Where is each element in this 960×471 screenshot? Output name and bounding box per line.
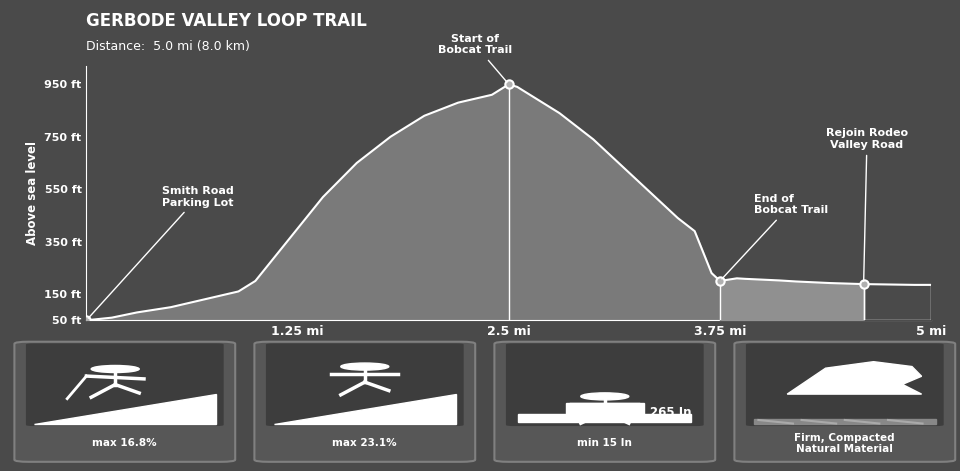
FancyBboxPatch shape — [734, 342, 955, 462]
Y-axis label: Above sea level: Above sea level — [26, 141, 38, 245]
Polygon shape — [34, 394, 216, 424]
Text: max 16.8%: max 16.8% — [92, 439, 157, 448]
FancyBboxPatch shape — [746, 343, 944, 426]
Text: Rejoin Rodeo
Valley Road: Rejoin Rodeo Valley Road — [826, 128, 908, 281]
Text: min 15 In: min 15 In — [577, 439, 633, 448]
Text: End of
Bobcat Trail: End of Bobcat Trail — [722, 194, 828, 279]
Polygon shape — [274, 394, 456, 424]
FancyBboxPatch shape — [26, 343, 224, 426]
Text: Distance:  5.0 mi (8.0 km): Distance: 5.0 mi (8.0 km) — [86, 40, 251, 53]
FancyBboxPatch shape — [266, 343, 464, 426]
Text: 5.4%: 5.4% — [179, 406, 211, 419]
FancyBboxPatch shape — [14, 342, 235, 462]
Circle shape — [91, 365, 139, 373]
Text: Smith Road
Parking Lot: Smith Road Parking Lot — [88, 186, 234, 318]
Text: GERBODE VALLEY LOOP TRAIL: GERBODE VALLEY LOOP TRAIL — [86, 12, 368, 30]
FancyBboxPatch shape — [494, 342, 715, 462]
Text: Start of
Bobcat Trail: Start of Bobcat Trail — [438, 34, 512, 82]
Circle shape — [581, 393, 629, 400]
Bar — [566, 404, 644, 414]
Bar — [754, 419, 936, 424]
Text: 265 In: 265 In — [650, 406, 691, 419]
Text: Firm, Compacted
Natural Material: Firm, Compacted Natural Material — [795, 433, 895, 454]
FancyBboxPatch shape — [254, 342, 475, 462]
Circle shape — [341, 363, 389, 370]
Text: max 23.1%: max 23.1% — [332, 439, 397, 448]
Bar — [518, 414, 691, 422]
FancyBboxPatch shape — [506, 343, 704, 426]
Text: 4.2%: 4.2% — [419, 406, 451, 419]
Polygon shape — [787, 362, 922, 394]
